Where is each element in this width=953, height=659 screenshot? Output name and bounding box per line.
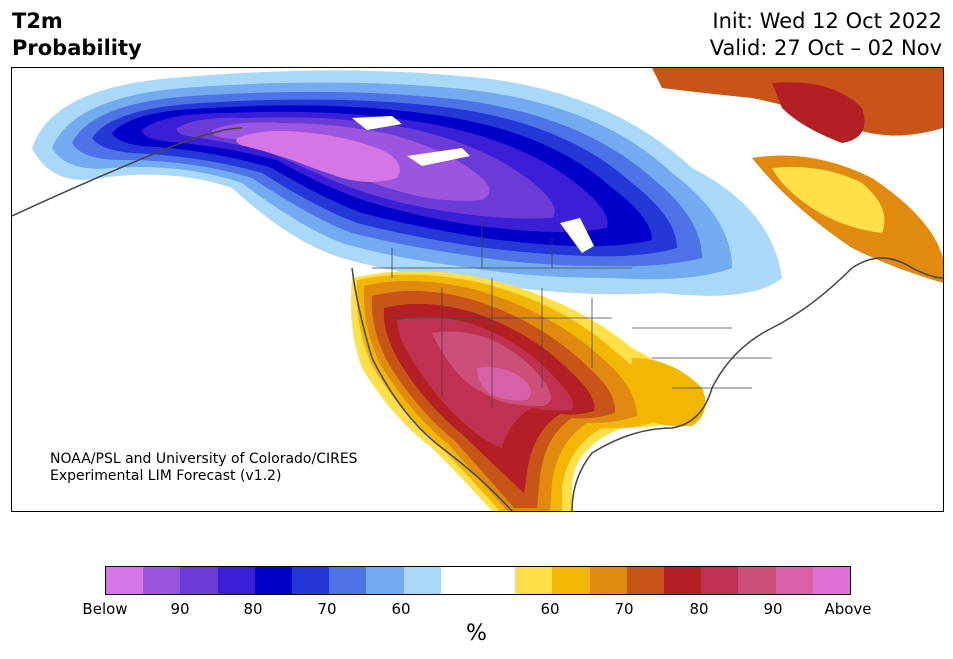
colorbar-swatch <box>329 567 367 594</box>
colorbar-swatch <box>180 567 218 594</box>
colorbar-swatch <box>106 567 144 594</box>
colorbar-swatch <box>478 567 516 594</box>
title-line-1: T2m <box>12 9 63 33</box>
colorbar-swatch <box>775 567 813 594</box>
credit-line-1: NOAA/PSL and University of Colorado/CIRE… <box>50 451 358 467</box>
colorbar-tick-label: 60 <box>540 600 560 618</box>
colorbar-tick-label: 70 <box>317 600 337 618</box>
colorbar-swatch <box>440 567 479 594</box>
colorbar-swatch <box>552 567 590 594</box>
colorbar-swatch <box>254 567 293 594</box>
warm-band-greenland-core <box>772 82 865 143</box>
colorbar-swatch <box>701 567 739 594</box>
lake-patch <box>407 148 470 166</box>
colorbar-tick-label: 80 <box>243 600 263 618</box>
colorbar-swatch <box>738 567 776 594</box>
lake-patch <box>560 218 594 253</box>
cold-band-below <box>236 130 400 182</box>
colorbar-swatch <box>366 567 404 594</box>
init-date: Init: Wed 12 Oct 2022 <box>712 9 942 33</box>
map-credit: NOAA/PSL and University of Colorado/CIRE… <box>50 451 358 485</box>
colorbar-tick-label: Above <box>824 600 872 618</box>
colorbar-swatch <box>292 567 330 594</box>
map-canvas <box>12 68 943 511</box>
colorbar-swatch <box>626 567 665 594</box>
colorbar-swatch <box>589 567 627 594</box>
colorbar-tick-label: 60 <box>391 600 411 618</box>
colorbar-tick-label: 90 <box>170 600 190 618</box>
map-title: T2m Probability <box>12 8 142 62</box>
colorbar <box>105 566 851 595</box>
colorbar-swatch <box>664 567 702 594</box>
coastline <box>12 127 943 511</box>
credit-line-2: Experimental LIM Forecast (v1.2) <box>50 468 282 484</box>
colorbar-unit: % <box>466 621 487 646</box>
forecast-map: NOAA/PSL and University of Colorado/CIRE… <box>11 67 944 512</box>
state-borders <box>372 218 772 408</box>
title-line-2: Probability <box>12 36 142 60</box>
forecast-dates: Init: Wed 12 Oct 2022 Valid: 27 Oct – 02… <box>710 8 942 62</box>
warm-band-quebec-inner <box>772 167 885 233</box>
colorbar-swatch <box>217 567 255 594</box>
valid-dates: Valid: 27 Oct – 02 Nov <box>709 36 942 60</box>
warm-band-se <box>630 358 706 427</box>
colorbar-tick-label: 90 <box>763 600 783 618</box>
colorbar-tick-label: 80 <box>689 600 709 618</box>
colorbar-swatch <box>143 567 181 594</box>
colorbar-swatch <box>403 567 441 594</box>
colorbar-swatch <box>812 567 851 594</box>
warm-band-above <box>477 367 531 401</box>
colorbar-swatch <box>515 567 553 594</box>
colorbar-tick-label: 70 <box>614 600 634 618</box>
colorbar-tick-label: Below <box>82 600 128 618</box>
lake-patch <box>352 116 402 130</box>
